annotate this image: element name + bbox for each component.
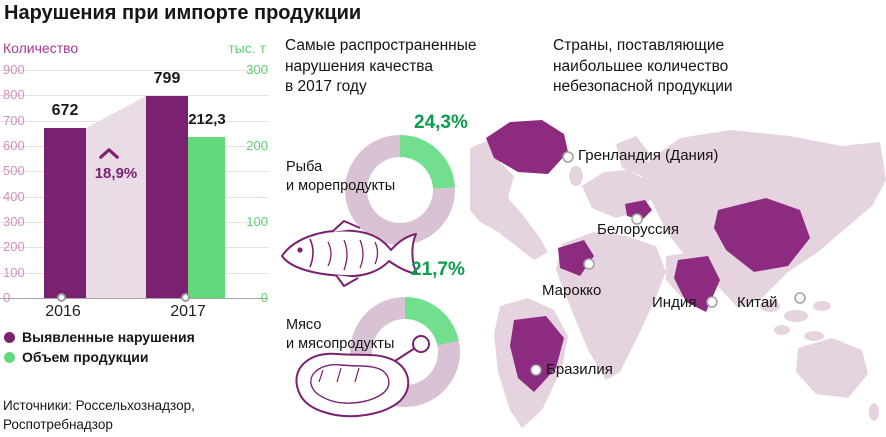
marker-greenland [562,151,574,163]
left-axis-tick: 600 [3,138,25,153]
left-axis-tick: 0 [3,290,11,305]
percent-meat: 21,7% [411,259,465,280]
chevron-up-icon [99,148,119,159]
sources-note: Источники: Россельхознадзор, Роспотребна… [3,398,195,432]
marker-china [794,292,806,304]
marker-belarus [631,213,643,225]
map-label-china: Китай [737,294,778,311]
country-belarus [625,200,652,220]
label-meat: Мясо и мясопродукты [286,317,395,352]
marker-brazil [530,364,542,376]
map-label-morocco: Марокко [542,282,602,299]
country-greenland [486,120,568,174]
label-fish: Рыба и морепродукты [286,159,396,194]
axis-marker-2017 [181,293,190,302]
map-label-greenland: Гренландия (Дания) [578,147,719,164]
fish-illustration [281,220,418,287]
gridline [0,70,268,71]
legend-label: Объем продукции [22,349,149,365]
right-axis-tick: 200 [246,138,268,153]
donut-section-heading: Самые распространенные нарушения качеств… [285,37,477,95]
gridline [0,95,268,96]
right-axis-tick: 0 [260,290,268,305]
x-label-2016: 2016 [45,303,81,320]
map-section-heading: Страны, поставляющие наибольшее количест… [553,37,733,95]
meat-illustration [295,335,430,418]
marker-morocco [583,258,595,270]
page-title: Нарушения при импорте продукции [4,2,362,24]
right-axis-tick: 100 [246,214,268,229]
bar-2017-violations [146,96,188,298]
donut-fish [345,135,455,245]
axis-marker-2016 [57,293,66,302]
map-label-belarus: Белоруссия [597,221,679,238]
percent-fish: 24,3% [414,112,468,133]
legend-purple-dot-icon [4,331,15,343]
left-axis-tick: 400 [3,189,25,204]
bar-2017-volume [188,137,225,298]
legend-label: Выявленные нарушения [22,329,195,345]
growth-wedge [86,96,146,298]
growth-label: 18,9% [94,165,138,182]
left-axis-tick: 800 [3,87,25,102]
world-map [470,120,886,428]
right-axis-title: тыс. т [228,40,266,56]
left-axis-title: Количество [3,40,79,56]
value-label-2016: 672 [51,102,79,119]
map-label-india: Индия [652,294,697,311]
donut-hole [367,157,433,223]
value-label-2017-volume: 212,3 [188,111,226,128]
country-brazil [510,316,564,392]
x-axis-baseline [0,298,268,299]
country-china [714,198,810,272]
bar-2016-violations [44,128,86,298]
left-axis-tick: 900 [3,62,25,77]
map-label-brazil: Бразилия [546,361,613,378]
left-axis-tick: 700 [3,113,25,128]
legend-item-violations: Выявленные нарушения [4,329,195,345]
right-axis-tick: 300 [246,62,268,77]
x-label-2017: 2017 [170,303,206,320]
left-axis-tick: 200 [3,239,25,254]
value-label-2017: 799 [153,70,181,87]
legend-green-dot-icon [4,351,15,363]
left-axis-tick: 100 [3,265,25,280]
left-axis-tick: 300 [3,214,25,229]
marker-india [706,296,718,308]
legend-item-volume: Объем продукции [4,349,148,365]
left-axis-tick: 500 [3,163,25,178]
